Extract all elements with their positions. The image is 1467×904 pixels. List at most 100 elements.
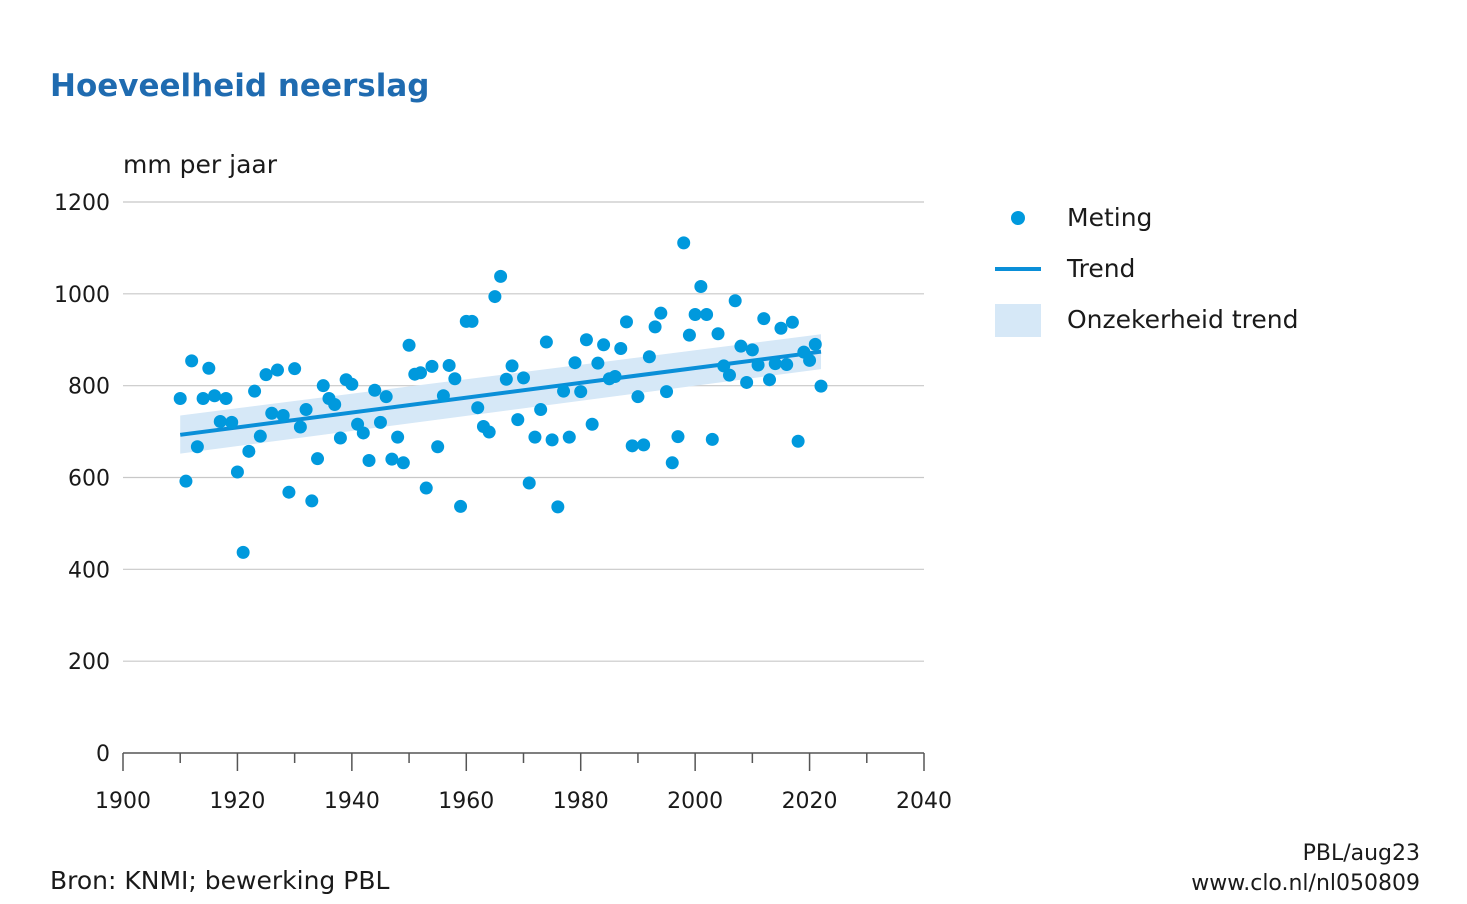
legend-item-trend: Trend [995, 251, 1415, 287]
data-point-1928 [276, 409, 290, 423]
data-point-1993 [648, 320, 662, 334]
data-point-1934 [311, 452, 325, 466]
data-point-2014 [768, 357, 782, 371]
data-point-1944 [368, 383, 382, 397]
chart-title: Hoeveelheid neerslag [50, 68, 430, 104]
data-point-1915 [202, 361, 216, 375]
data-point-1990 [631, 390, 645, 404]
y-tick-label-400: 400 [68, 558, 110, 583]
data-point-1925 [259, 368, 273, 382]
data-point-1952 [414, 366, 428, 380]
data-point-2006 [722, 368, 736, 382]
data-point-2004 [711, 327, 725, 341]
data-point-1978 [562, 430, 576, 444]
data-point-1947 [385, 452, 399, 466]
x-tick-label-1960: 1960 [438, 789, 494, 814]
data-point-1917 [213, 414, 227, 428]
data-point-1999 [682, 328, 696, 342]
data-point-1930 [288, 362, 302, 376]
data-point-2001 [694, 279, 708, 293]
data-point-1983 [591, 356, 605, 370]
x-tick-label-1900: 1900 [95, 789, 151, 814]
data-point-2018 [791, 434, 805, 448]
data-point-1911 [179, 474, 193, 488]
data-point-1973 [534, 403, 548, 417]
data-point-1971 [522, 476, 536, 490]
data-point-1953 [419, 481, 433, 495]
data-point-1998 [677, 236, 691, 250]
data-point-2016 [780, 358, 794, 372]
data-point-2012 [757, 312, 771, 326]
data-point-1933 [305, 494, 319, 508]
x-tick-label-1980: 1980 [553, 789, 609, 814]
data-point-1979 [568, 356, 582, 370]
data-point-1957 [442, 358, 456, 372]
data-point-1974 [539, 335, 553, 349]
y-tick-label-800: 800 [68, 375, 110, 400]
legend-label-meting: Meting [1067, 203, 1153, 232]
data-point-1980 [574, 385, 588, 399]
data-point-1910 [173, 392, 187, 406]
data-point-1956 [436, 389, 450, 403]
data-point-1916 [208, 389, 222, 403]
data-point-1970 [517, 371, 530, 385]
data-point-2008 [734, 339, 748, 353]
data-point-1965 [488, 290, 502, 304]
data-point-1913 [190, 440, 204, 454]
data-point-1924 [253, 429, 267, 443]
data-point-1968 [505, 359, 519, 373]
data-point-1992 [642, 350, 656, 364]
publication-date: PBL/aug23 [1302, 841, 1420, 866]
data-point-1982 [585, 417, 599, 431]
data-point-1988 [619, 315, 633, 329]
y-tick-label-200: 200 [68, 650, 110, 675]
data-point-1972 [528, 430, 542, 444]
data-point-1918 [219, 392, 233, 406]
data-point-2009 [740, 375, 754, 389]
x-tick-label-2040: 2040 [896, 789, 952, 814]
data-point-1940 [345, 377, 359, 391]
data-point-1932 [299, 403, 313, 417]
legend-item-meting: Meting [995, 200, 1415, 236]
data-point-1927 [270, 363, 284, 377]
data-point-1975 [545, 433, 559, 447]
x-tick-label-1920: 1920 [209, 789, 265, 814]
data-point-1996 [665, 456, 679, 470]
x-tick-label-2020: 2020 [782, 789, 838, 814]
legend-item-band: Onzekerheid trend [995, 302, 1415, 338]
data-point-1964 [482, 425, 496, 439]
data-point-1914 [196, 392, 210, 406]
data-point-2022 [814, 379, 828, 393]
data-point-1946 [379, 390, 393, 404]
trend-line [179, 349, 822, 437]
data-point-1984 [597, 338, 611, 352]
data-point-1912 [185, 354, 199, 368]
data-point-1958 [448, 372, 462, 386]
y-tick-label-1200: 1200 [54, 191, 110, 216]
x-tick-label-2000: 2000 [667, 789, 723, 814]
data-point-1955 [431, 440, 445, 454]
data-point-1942 [356, 426, 370, 440]
data-point-1921 [236, 545, 250, 559]
data-point-2021 [808, 337, 822, 351]
legend-marker-band [995, 304, 1041, 337]
data-point-1922 [242, 444, 256, 458]
data-point-1959 [454, 499, 468, 513]
y-tick-label-0: 0 [96, 742, 110, 767]
data-point-1962 [471, 401, 485, 415]
data-point-1948 [391, 430, 405, 444]
data-point-2015 [774, 321, 788, 335]
data-point-1945 [373, 415, 387, 429]
data-point-1926 [265, 406, 279, 420]
data-point-1967 [499, 372, 513, 386]
data-point-1929 [282, 485, 296, 499]
data-point-1919 [225, 415, 239, 429]
data-point-1923 [248, 384, 262, 398]
data-point-1991 [637, 438, 651, 452]
data-point-2000 [688, 307, 702, 321]
data-point-1935 [316, 379, 330, 393]
data-point-2013 [763, 373, 777, 387]
data-point-1937 [328, 397, 342, 411]
data-point-1949 [396, 456, 410, 470]
